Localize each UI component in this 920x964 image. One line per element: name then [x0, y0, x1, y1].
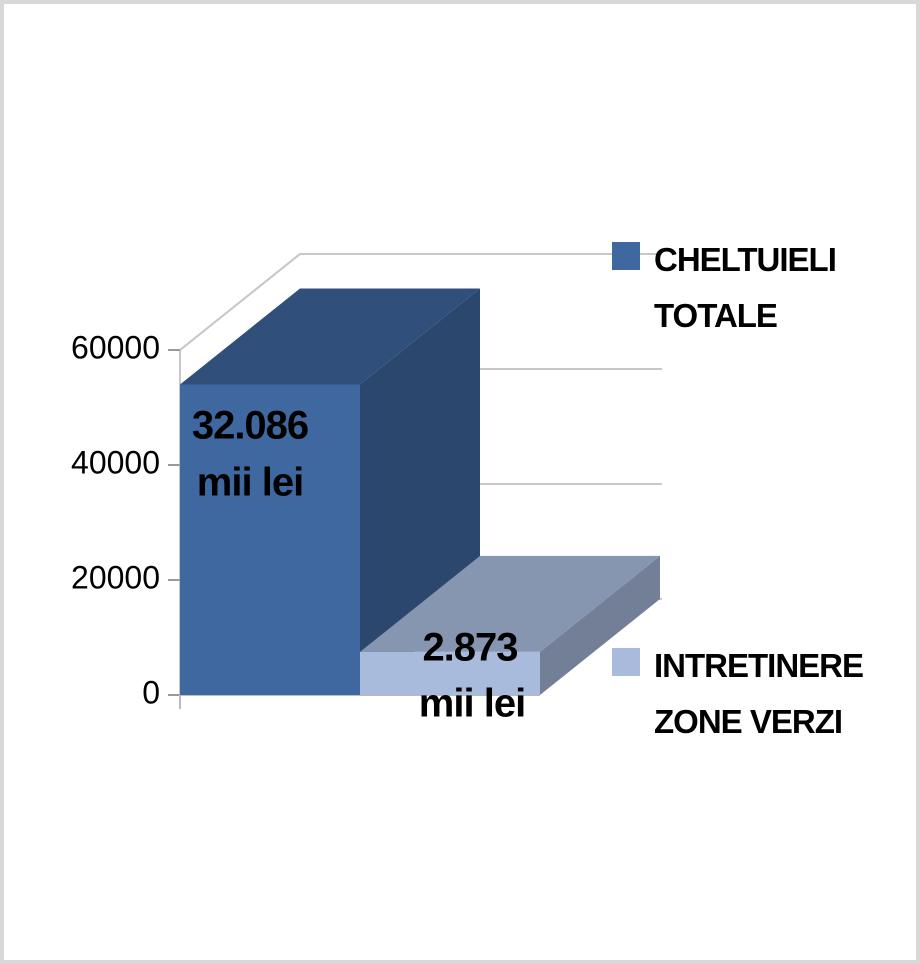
- y-tick-label: 20000: [71, 559, 160, 595]
- legend-label: CHELTUIELI TOTALE: [654, 241, 837, 334]
- annotation: 32.086: [192, 404, 308, 448]
- y-tick-label: 40000: [71, 444, 160, 480]
- bar: [360, 651, 540, 695]
- bar-top: [360, 555, 660, 652]
- grid-line: [179, 253, 662, 351]
- legend-swatch: [612, 648, 640, 676]
- legend-label: INTRETINERE ZONE VERZI: [654, 647, 864, 740]
- y-tick-label: 0: [142, 674, 160, 710]
- annotation: 2.873: [422, 626, 517, 670]
- annotation: mii lei: [197, 461, 303, 505]
- y-tick-label: 60000: [71, 329, 160, 365]
- annotation: mii lei: [419, 682, 525, 726]
- legend-swatch: [612, 242, 640, 270]
- bar-side: [540, 555, 660, 695]
- bar-top: [180, 288, 480, 385]
- bar: [180, 384, 360, 695]
